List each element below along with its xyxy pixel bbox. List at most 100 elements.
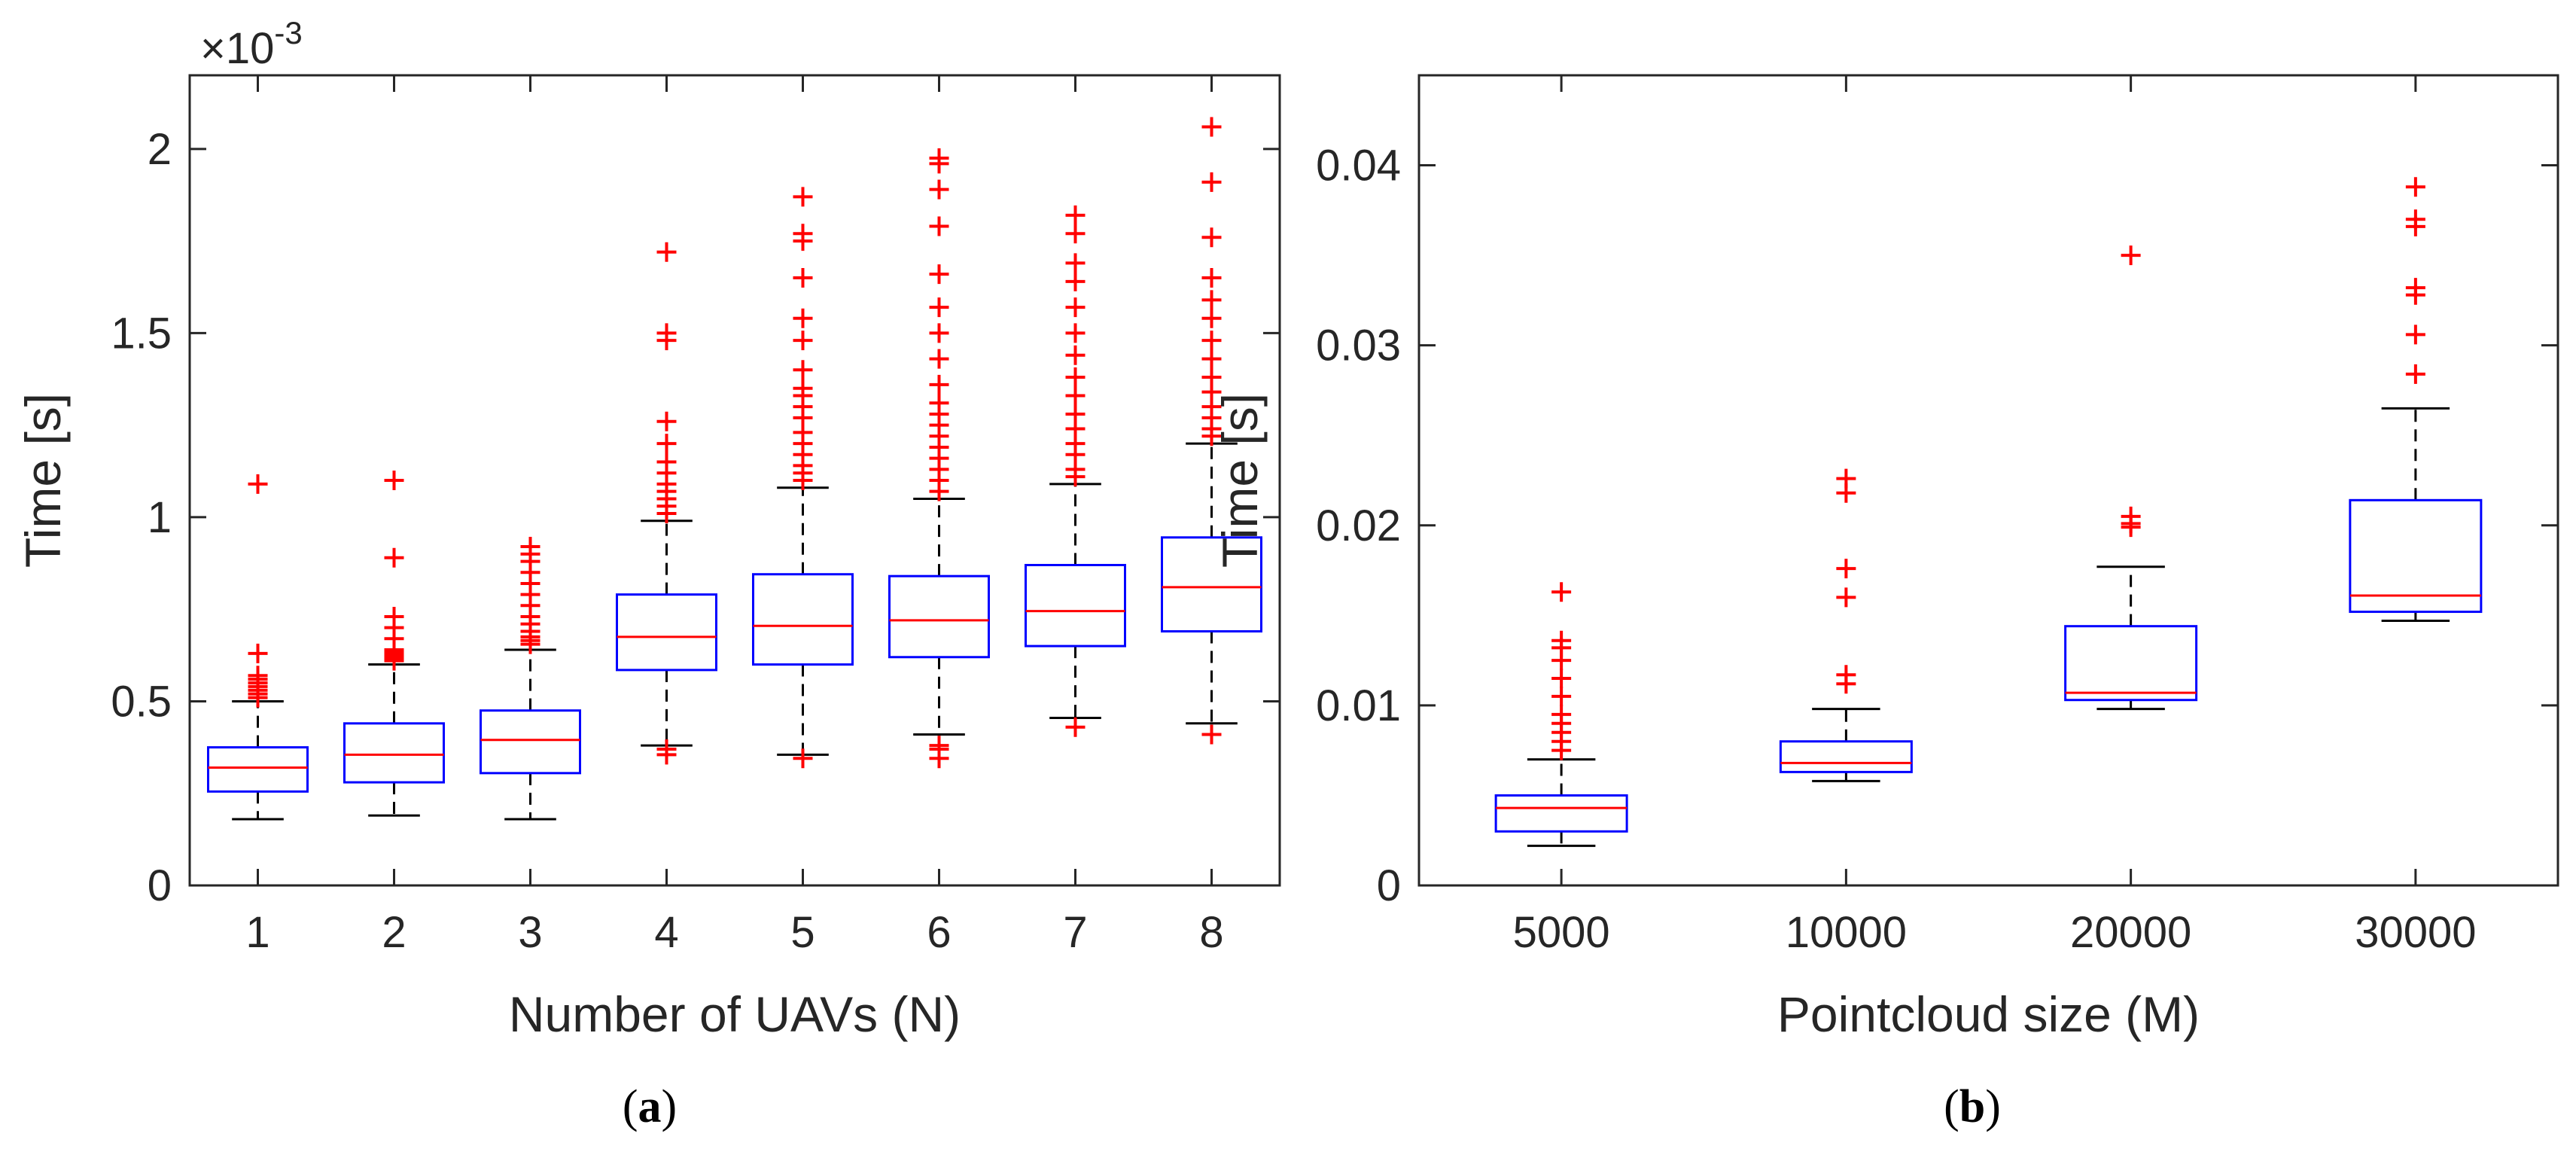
y-tick-label: 0.03 xyxy=(1316,321,1401,370)
outlier-marker xyxy=(1551,686,1572,706)
box-group-1 xyxy=(207,474,309,821)
outlier-marker xyxy=(1065,224,1086,244)
box-iqr xyxy=(2349,498,2483,614)
outlier-marker xyxy=(1065,404,1086,424)
box-iqr xyxy=(1161,536,1262,633)
x-tick-label: 8 xyxy=(1199,908,1223,957)
outlier-marker xyxy=(793,360,813,380)
box-iqr xyxy=(752,573,854,666)
outlier-marker xyxy=(793,748,813,769)
y-exponent-label: ×10-3 xyxy=(200,15,303,73)
outlier-marker xyxy=(1551,704,1572,724)
box-iqr xyxy=(888,574,990,659)
outlier-marker xyxy=(2405,364,2425,384)
chart-panel-b: 0 0.01 0.02 0.03 0.04 5000 10000 20000 30000 Poin… xyxy=(1212,74,2559,1132)
outlier-marker xyxy=(656,452,677,472)
outlier-marker xyxy=(793,224,813,244)
outlier-marker xyxy=(384,547,404,568)
panel-label: (b) xyxy=(1944,1081,2001,1132)
plot-frame xyxy=(1417,74,2559,887)
y-tick-label: 0.5 xyxy=(111,677,172,726)
outlier-marker xyxy=(1065,345,1086,365)
outlier-marker xyxy=(1551,582,1572,602)
box-group-30000 xyxy=(2349,177,2483,623)
outlier-marker xyxy=(384,471,404,490)
box-group-10000 xyxy=(1779,468,1913,782)
outlier-marker xyxy=(793,187,813,207)
outlier-marker xyxy=(793,268,813,288)
y-tick-label: 0.04 xyxy=(1316,142,1401,190)
y-axis-label: Time [s] xyxy=(15,393,71,568)
outlier-marker xyxy=(929,323,949,343)
outlier-marker xyxy=(248,666,268,686)
outlier-marker xyxy=(929,349,949,369)
outlier-marker xyxy=(1836,665,1856,685)
box-iqr xyxy=(2064,625,2198,702)
outlier-marker xyxy=(1065,271,1086,291)
outlier-marker xyxy=(1201,331,1222,351)
box-group-2 xyxy=(343,471,445,817)
outlier-marker xyxy=(248,474,268,494)
outlier-marker xyxy=(2121,506,2141,526)
x-tick-label: 5000 xyxy=(1513,908,1610,957)
box-iqr xyxy=(343,722,445,784)
y-tick-label: 0 xyxy=(1377,861,1401,910)
outlier-marker xyxy=(1551,630,1572,651)
box-group-4 xyxy=(616,242,717,765)
outlier-marker xyxy=(2405,278,2425,298)
x-axis-label: Number of UAVs (N) xyxy=(509,986,961,1042)
outlier-marker xyxy=(1201,172,1222,192)
outlier-marker xyxy=(248,643,268,663)
panel-label: (a) xyxy=(623,1081,677,1132)
outlier-marker xyxy=(929,148,949,169)
x-tick-label: 4 xyxy=(654,908,678,957)
outlier-marker xyxy=(1836,468,1856,489)
outlier-marker xyxy=(793,331,813,351)
box-group-7 xyxy=(1025,205,1126,737)
outlier-marker xyxy=(656,242,677,262)
outlier-marker xyxy=(384,606,404,626)
outlier-marker xyxy=(656,411,677,431)
outlier-marker xyxy=(929,393,949,413)
outlier-marker xyxy=(1201,227,1222,248)
outlier-marker xyxy=(656,739,677,760)
outlier-marker xyxy=(2405,177,2425,197)
outlier-marker xyxy=(1201,724,1222,745)
outlier-marker xyxy=(2405,209,2425,230)
outlier-marker xyxy=(1201,117,1222,137)
outlier-marker xyxy=(929,297,949,318)
y-tick-label: 1 xyxy=(148,493,172,542)
outlier-marker xyxy=(929,736,949,756)
outlier-marker xyxy=(1201,268,1222,288)
outlier-marker xyxy=(929,264,949,285)
box-iqr xyxy=(1779,740,1913,773)
outlier-marker xyxy=(793,308,813,328)
outlier-marker xyxy=(1201,367,1222,388)
box-iqr xyxy=(480,709,581,775)
y-tick-label: 1.5 xyxy=(111,309,172,358)
outlier-marker xyxy=(1201,290,1222,310)
outlier-marker xyxy=(2121,245,2141,266)
y-tick-label: 0.02 xyxy=(1316,501,1401,550)
x-tick-label: 3 xyxy=(518,908,542,957)
outlier-marker xyxy=(1065,717,1086,737)
x-tick-label: 30000 xyxy=(2355,908,2476,957)
outlier-marker xyxy=(1836,559,1856,579)
box-iqr xyxy=(616,593,717,672)
box-group-6 xyxy=(888,148,990,769)
outlier-marker xyxy=(1065,205,1086,225)
x-tick-label: 6 xyxy=(927,908,951,957)
y-axis-label: Time [s] xyxy=(1212,393,1268,568)
box-group-5000 xyxy=(1494,582,1628,847)
outlier-marker xyxy=(1201,349,1222,369)
x-tick-label: 2 xyxy=(382,908,406,957)
outlier-marker xyxy=(1065,385,1086,406)
outlier-marker xyxy=(793,378,813,398)
outlier-marker xyxy=(929,179,949,200)
x-axis-label: Pointcloud size (M) xyxy=(1777,986,2200,1042)
outlier-marker xyxy=(2405,325,2425,345)
box-group-20000 xyxy=(2064,245,2198,711)
outlier-marker xyxy=(656,434,677,454)
box-iqr xyxy=(1494,794,1628,833)
